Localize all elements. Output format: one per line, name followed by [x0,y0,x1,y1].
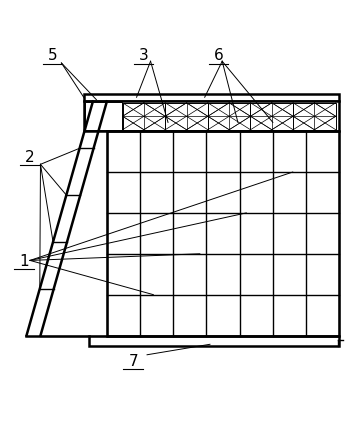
Bar [165,103,208,130]
Text: 2: 2 [25,150,35,165]
Bar [293,103,336,130]
Text: 1: 1 [19,254,29,269]
Text: 5: 5 [48,49,58,63]
Text: 7: 7 [128,354,138,368]
Bar [84,94,339,102]
Bar [208,103,250,130]
Bar [123,103,165,130]
Text: 3: 3 [139,49,149,63]
Bar [250,103,293,130]
Text: 6: 6 [214,49,223,63]
Bar [85,102,122,130]
Bar [107,131,339,335]
Bar [90,335,339,346]
Bar [84,102,339,131]
